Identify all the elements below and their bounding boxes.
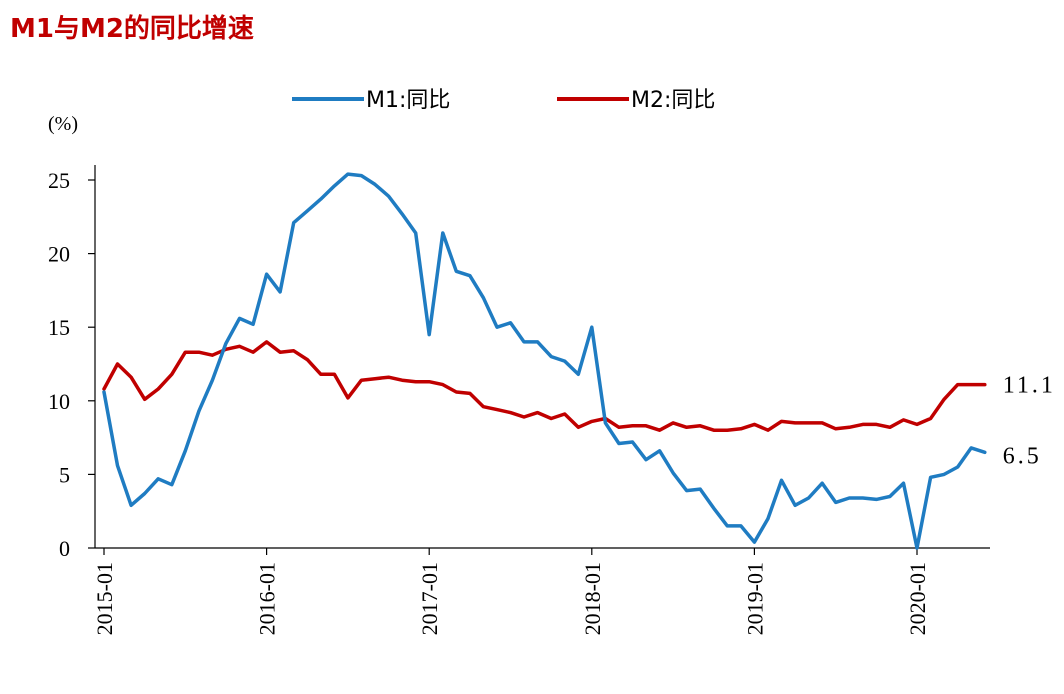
y-tick-label: 10 bbox=[48, 389, 70, 414]
x-tick-label: 2017-01 bbox=[417, 562, 442, 635]
end-label-m1: 6.5 bbox=[1003, 443, 1042, 469]
x-tick-label: 2016-01 bbox=[255, 562, 280, 635]
x-tick-label: 2015-01 bbox=[92, 562, 117, 635]
series-layer: 6.5 11.1 bbox=[102, 172, 1056, 550]
x-tick-label: 2020-01 bbox=[905, 562, 930, 635]
chart-legend: M1:同比 M2:同比 bbox=[292, 88, 715, 113]
chart-axes: 0 5 10 15 20 25 (%) 2015-01 2016-01 2017-01 2018-0… bbox=[48, 113, 990, 635]
y-axis-unit: (%) bbox=[48, 113, 78, 135]
y-tick-label: 25 bbox=[48, 168, 70, 193]
end-label-m2: 11.1 bbox=[1003, 373, 1056, 399]
y-tick-label: 15 bbox=[48, 315, 70, 340]
series-line-m2 bbox=[102, 340, 987, 432]
y-tick-label: 0 bbox=[59, 536, 70, 561]
chart-title: M1与M2的同比增速 bbox=[10, 14, 254, 44]
x-tick-label: 2019-01 bbox=[742, 562, 767, 635]
x-tick-label: 2018-01 bbox=[580, 562, 605, 635]
series-line-m1 bbox=[102, 172, 987, 550]
legend-label-m1: M1:同比 bbox=[366, 88, 450, 113]
y-tick-label: 20 bbox=[48, 242, 70, 267]
y-tick-label: 5 bbox=[59, 462, 70, 487]
legend-label-m2: M2:同比 bbox=[631, 88, 715, 113]
